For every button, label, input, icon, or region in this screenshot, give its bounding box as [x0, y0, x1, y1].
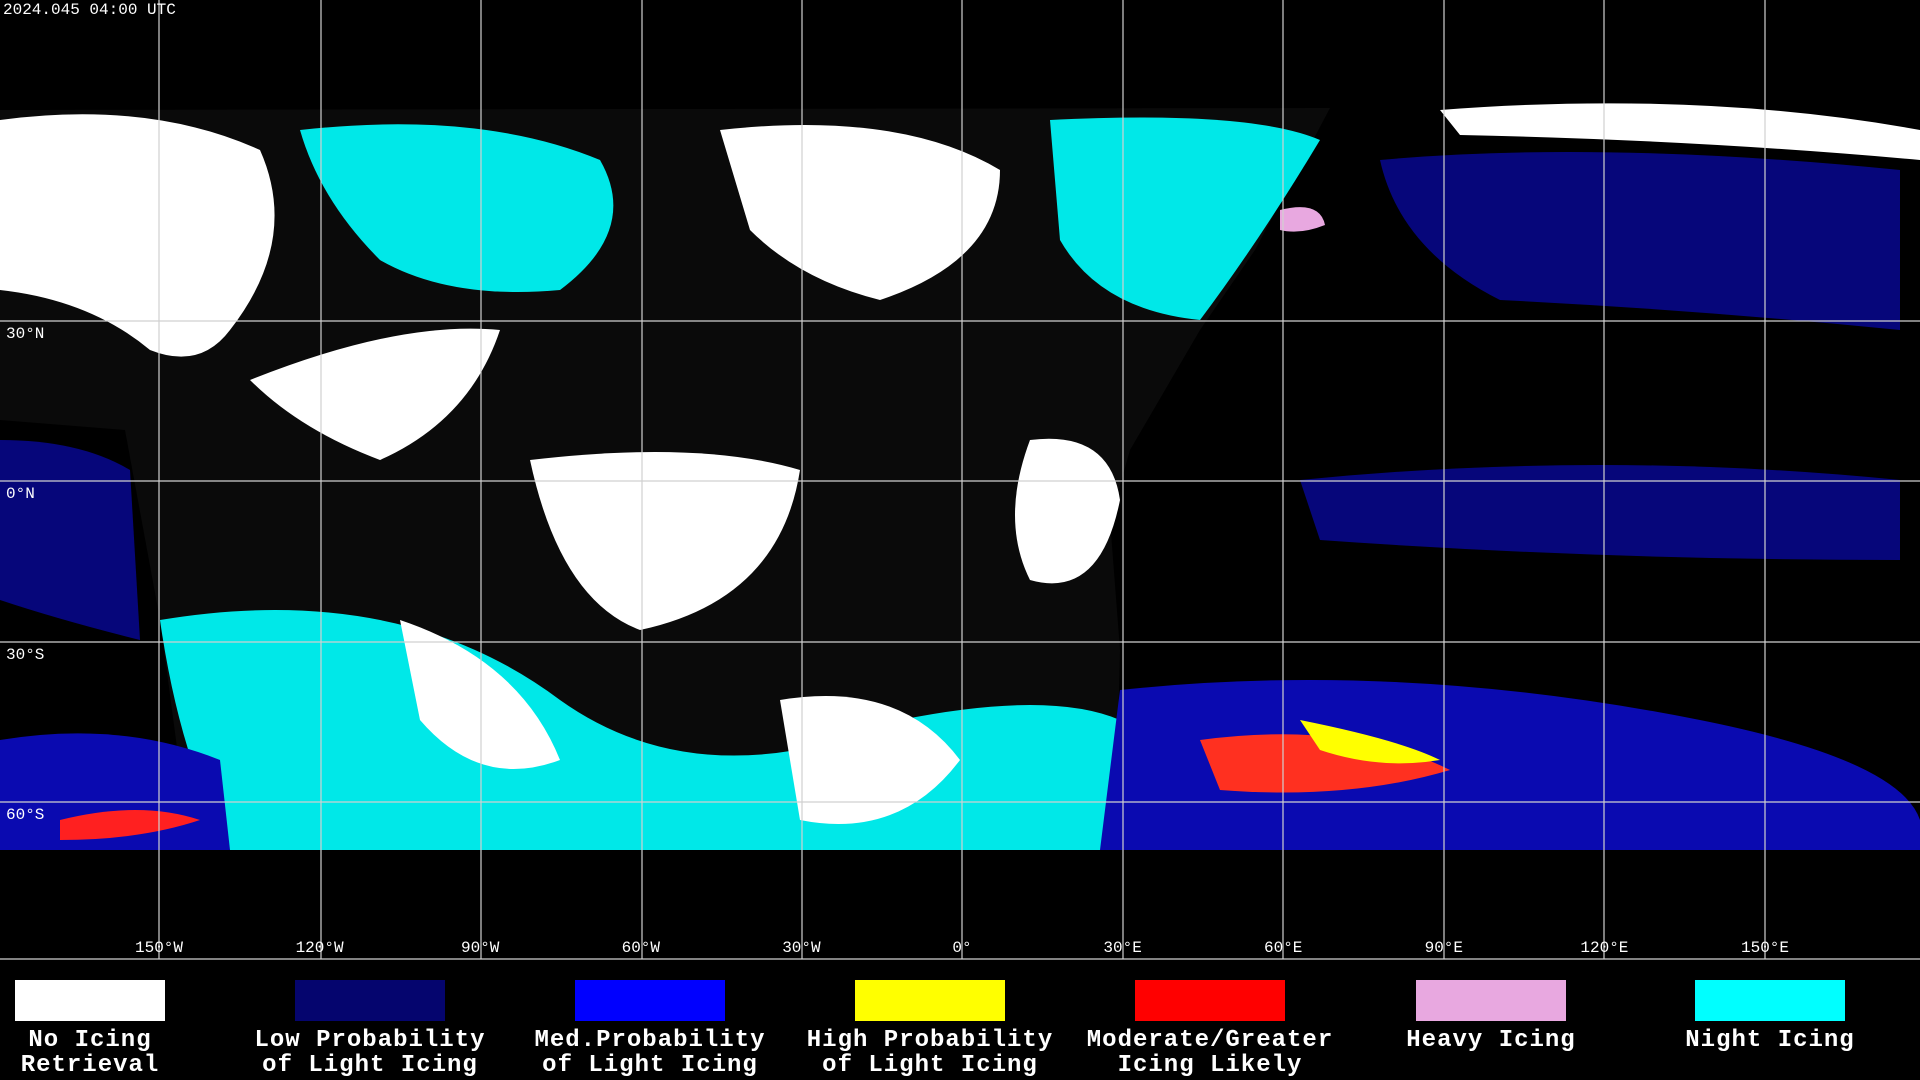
- icing-region: [1300, 465, 1900, 560]
- legend-label: Icing Likely: [1118, 1052, 1303, 1079]
- cloud: [400, 620, 560, 769]
- legend-swatch: [1135, 980, 1285, 1021]
- icing-region: [0, 440, 140, 640]
- cloud: [0, 114, 275, 357]
- cloud: [1050, 117, 1320, 320]
- legend-label: of Light Icing: [262, 1052, 478, 1079]
- longitude-label: 30°W: [782, 939, 821, 957]
- legend-label: Moderate/Greater: [1087, 1027, 1333, 1054]
- graticule: [0, 0, 1920, 960]
- cloud: [1015, 438, 1120, 584]
- legend-swatch: [15, 980, 165, 1021]
- longitude-label: 120°E: [1580, 939, 1628, 957]
- icing-region: [1300, 720, 1440, 764]
- cloud: [530, 452, 800, 630]
- longitude-label: 90°W: [461, 939, 500, 957]
- cloud: [300, 124, 614, 293]
- longitude-label: 30°E: [1103, 939, 1141, 957]
- legend-label: of Light Icing: [822, 1052, 1038, 1079]
- icing-region: [60, 810, 200, 840]
- legend-swatch: [295, 980, 445, 1021]
- longitude-label: 60°W: [622, 939, 661, 957]
- cloud: [1440, 103, 1920, 160]
- legend-label: Med.Probability: [534, 1027, 765, 1054]
- legend-swatch: [575, 980, 725, 1021]
- latitude-label: 60°S: [6, 806, 44, 824]
- legend-label: No Icing: [28, 1027, 151, 1054]
- imagery: [0, 103, 1920, 850]
- longitude-label: 60°E: [1264, 939, 1302, 957]
- latitude-label: 0°N: [6, 485, 35, 503]
- cloud: [250, 328, 500, 460]
- legend-label: Heavy Icing: [1406, 1027, 1575, 1054]
- icing-region: [1380, 152, 1900, 330]
- legend-label: Retrieval: [21, 1052, 160, 1079]
- cloud: [780, 696, 960, 824]
- longitude-label: 150°W: [135, 939, 183, 957]
- longitude-label: 90°E: [1425, 939, 1463, 957]
- latitude-label: 30°N: [6, 325, 44, 343]
- legend-label: Low Probability: [254, 1027, 485, 1054]
- longitude-label: 0°: [952, 939, 971, 957]
- latitude-label: 30°S: [6, 646, 44, 664]
- legend-label: High Probability: [807, 1027, 1053, 1054]
- legend-label: of Light Icing: [542, 1052, 758, 1079]
- icing-region: [1280, 207, 1325, 232]
- legend-label: Night Icing: [1685, 1027, 1854, 1054]
- longitude-label: 120°W: [296, 939, 344, 957]
- legend-swatch: [855, 980, 1005, 1021]
- legend-swatch: [1695, 980, 1845, 1021]
- timestamp: 2024.045 04:00 UTC: [3, 1, 176, 19]
- legend-swatch: [1416, 980, 1566, 1021]
- longitude-label: 150°E: [1741, 939, 1789, 957]
- coordinate-labels: 30°N 0°N 30°S 60°S 150°W 120°W 90°W 60°W 30°W 0° 3…: [6, 325, 1789, 957]
- cloud: [720, 125, 1000, 300]
